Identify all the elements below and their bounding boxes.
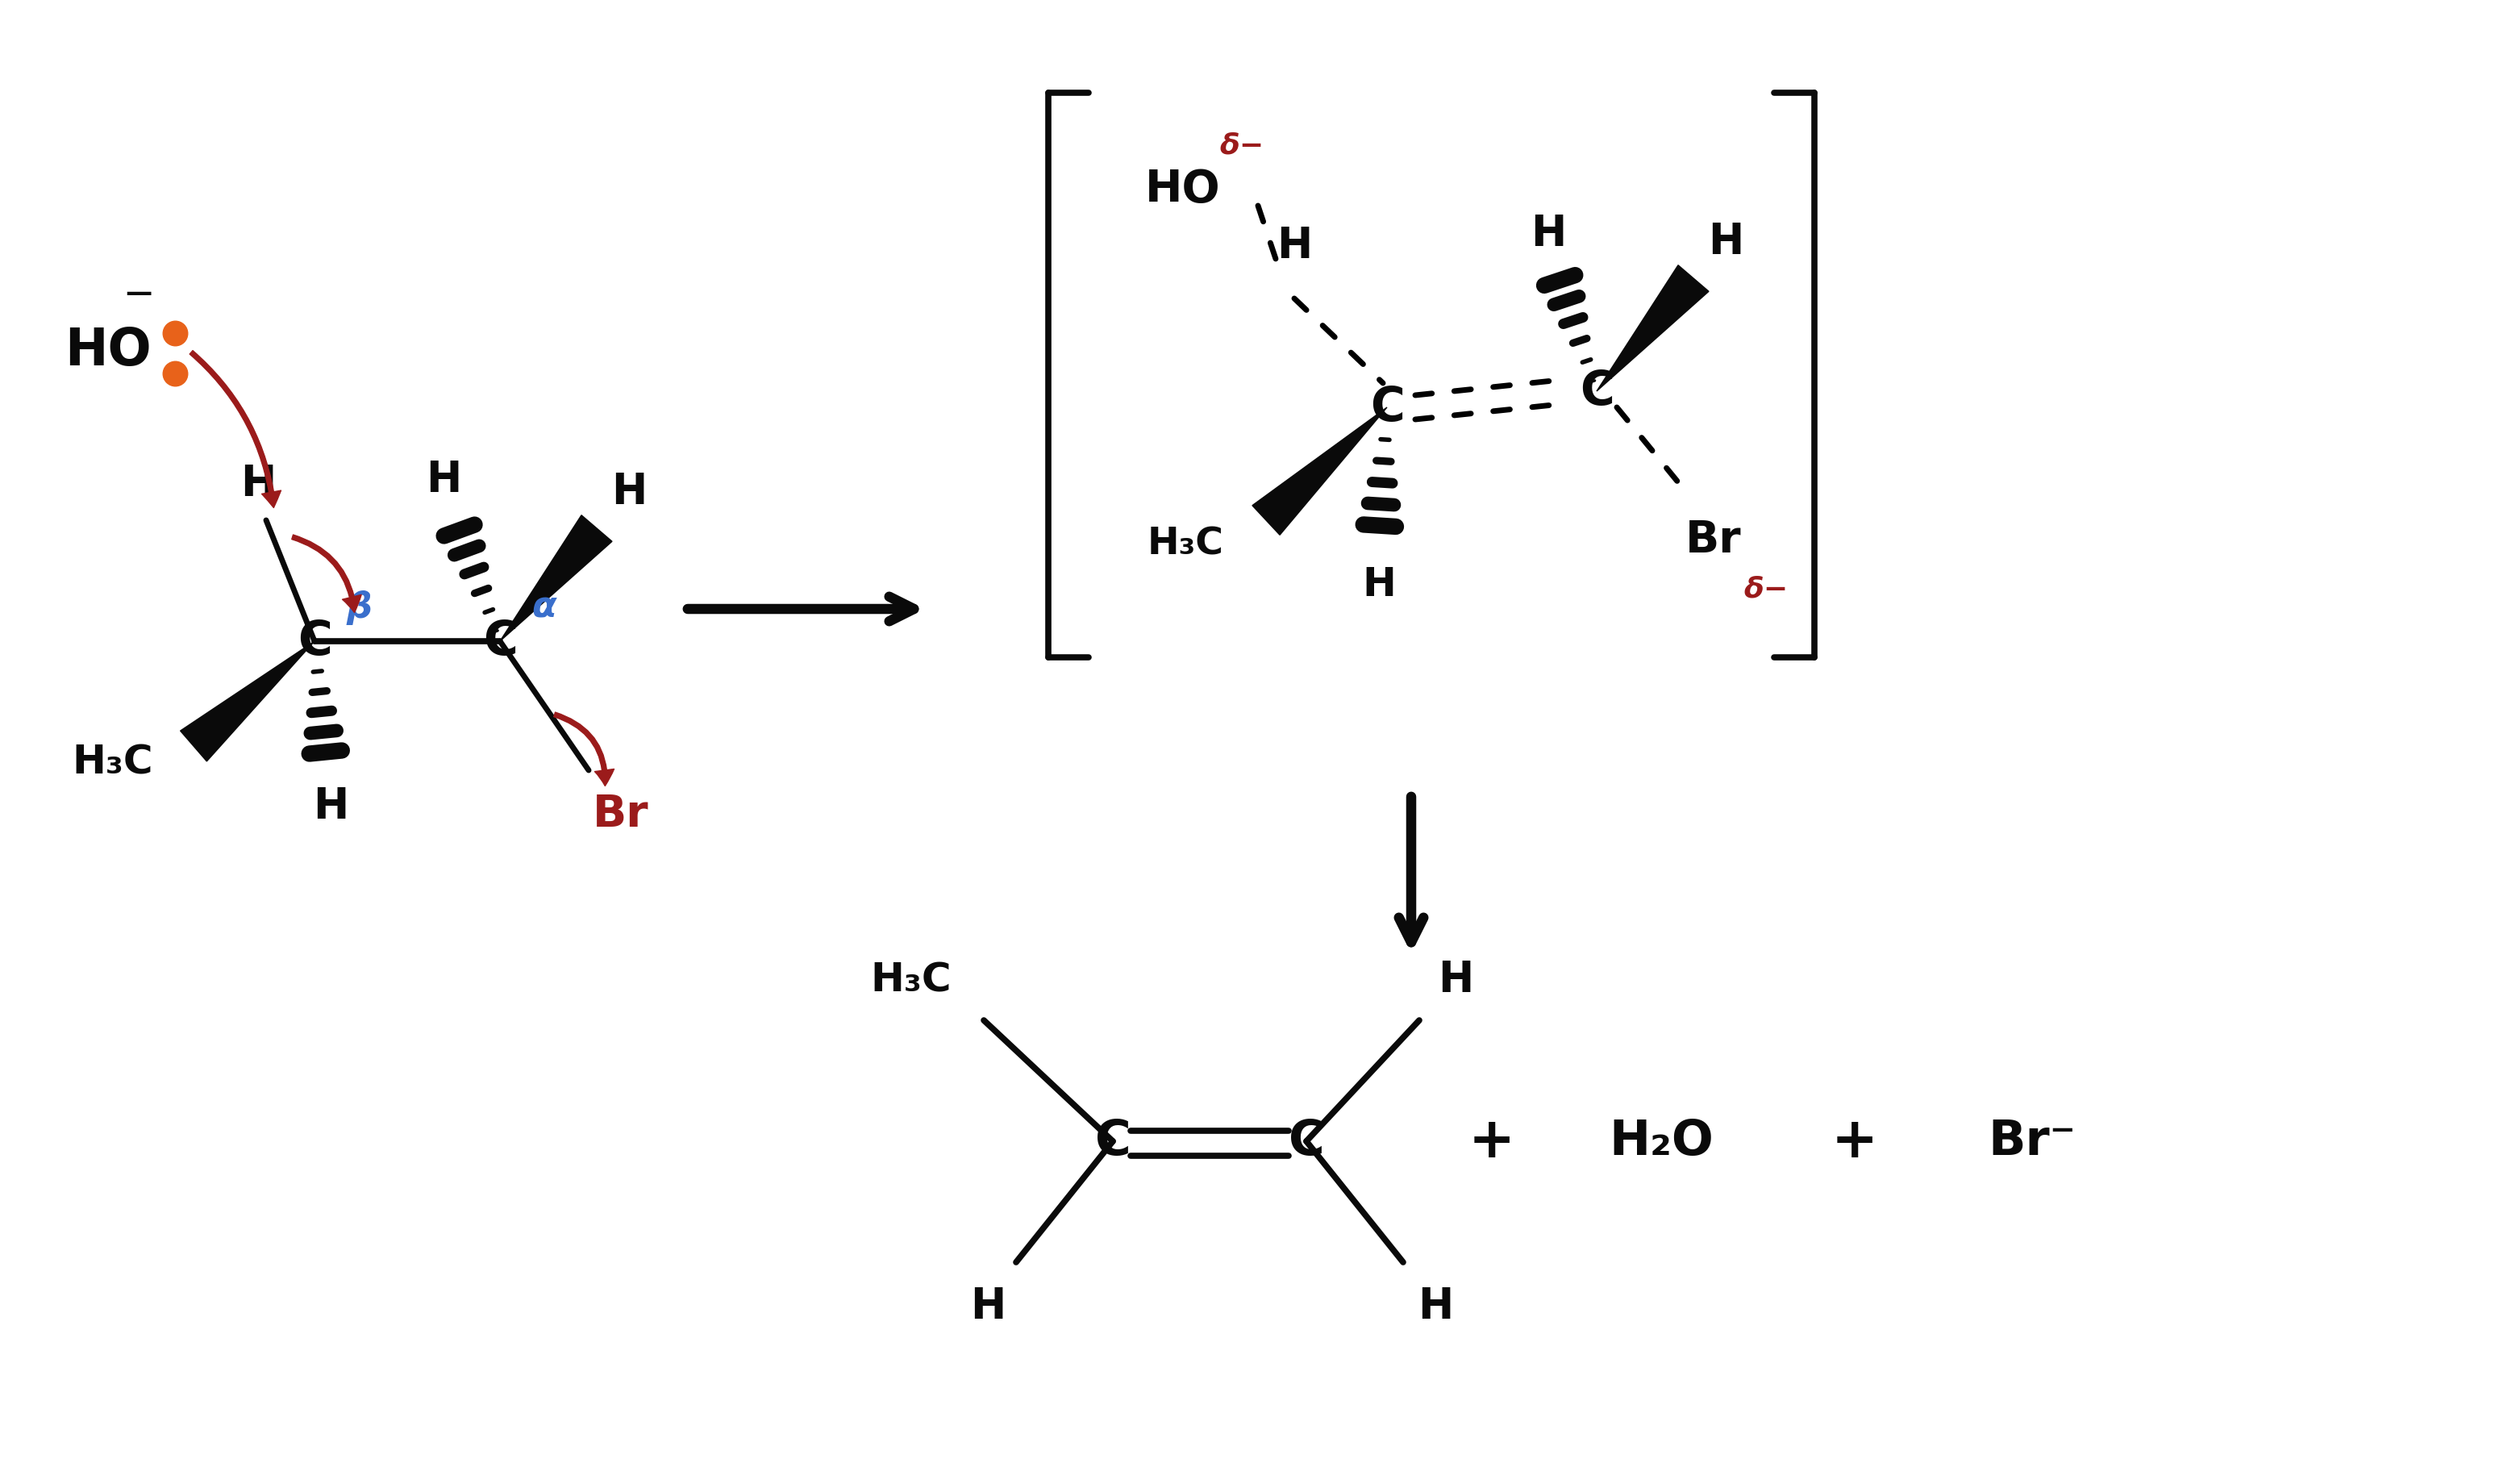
Text: H₃C: H₃C [1147,527,1225,562]
Polygon shape [499,515,612,641]
Polygon shape [1252,407,1386,534]
Polygon shape [1598,265,1709,391]
Text: H: H [612,471,648,514]
Text: HO: HO [1144,167,1220,212]
Text: δ−: δ− [1744,576,1789,602]
FancyArrowPatch shape [292,534,360,613]
Text: C: C [1288,1117,1326,1165]
Text: C: C [484,619,517,665]
Text: H: H [239,463,275,505]
Text: H₃C: H₃C [73,743,154,781]
Text: C: C [1580,369,1613,414]
Text: H₂O: H₂O [1608,1117,1714,1165]
Text: H: H [1361,565,1396,604]
Text: +: + [1469,1114,1515,1168]
Text: H: H [1709,221,1744,263]
Text: —: — [126,280,151,306]
Text: δ−: δ− [1220,132,1265,158]
Text: H: H [1419,1286,1454,1328]
Text: Br⁻: Br⁻ [1988,1117,2076,1165]
FancyArrowPatch shape [189,351,282,508]
Text: H: H [1530,213,1565,255]
Text: α: α [532,591,557,625]
Text: H: H [312,786,348,827]
Text: C: C [1094,1117,1131,1165]
Text: H₃C: H₃C [872,961,953,999]
FancyArrowPatch shape [554,712,615,786]
Text: C: C [297,619,333,665]
Text: +: + [1832,1114,1877,1168]
Text: H: H [1278,225,1313,266]
Text: HO: HO [66,326,151,376]
Text: β: β [345,591,373,625]
Text: Br: Br [592,793,650,836]
Text: H: H [970,1286,1005,1328]
Text: Br: Br [1686,518,1741,562]
Text: C: C [1371,385,1404,431]
Text: H: H [426,459,461,500]
Text: H: H [1439,959,1474,1000]
Polygon shape [181,641,315,761]
